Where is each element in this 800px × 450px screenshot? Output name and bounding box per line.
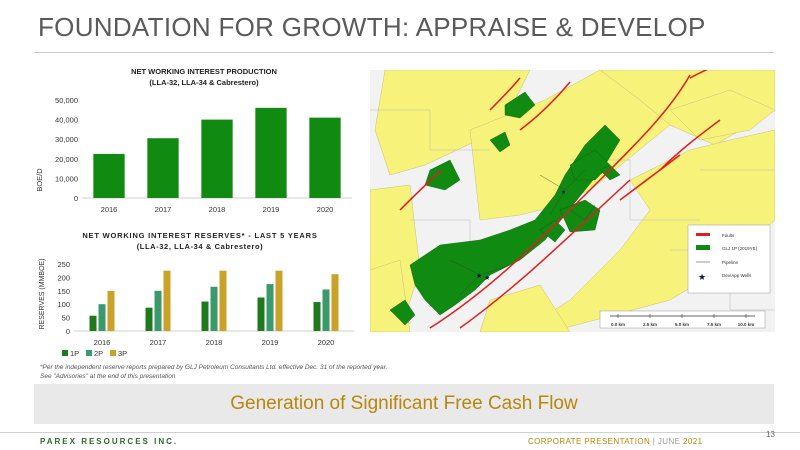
- banner-text: Generation of Significant Free Cash Flow: [230, 393, 578, 414]
- reserves-bar-1p: [89, 315, 97, 331]
- map-legend: Faults GLJ 1P (2019YE) Pipeline ★ Dev/Ap…: [687, 224, 771, 294]
- title-divider: [34, 52, 774, 53]
- reserves-y-tick: 100: [57, 300, 70, 309]
- svg-text:★: ★: [561, 189, 566, 196]
- reserves-bar-2p: [322, 289, 330, 331]
- production-y-axis-label: BOE/D: [35, 168, 44, 192]
- reserves-bar-2p: [210, 286, 218, 331]
- legend-faults: Faults: [722, 233, 735, 238]
- reserves-bar-3p: [219, 270, 227, 331]
- map-scale: 0.0 km 2.5 km 5.0 km 7.5 km 10.0 km: [599, 310, 766, 329]
- banner: Generation of Significant Free Cash Flow: [34, 384, 774, 424]
- legend-label-3p: 3P: [118, 349, 127, 358]
- production-y-tick: 50,000: [55, 96, 78, 105]
- production-chart: NET WORKING INTEREST PRODUCTION (LLA-32,…: [35, 67, 352, 214]
- reserves-chart-subtitle: (LLA-32, LLA-34 & Cabrestero): [137, 242, 264, 251]
- svg-text:★: ★: [484, 274, 490, 282]
- production-chart-subtitle: (LLA-32, LLA-34 & Cabrestero): [149, 78, 259, 87]
- production-chart-title: NET WORKING INTEREST PRODUCTION: [131, 67, 277, 76]
- brand-name: PAREX RESOURCES INC.: [40, 437, 179, 446]
- scale-label: 7.5 km: [707, 322, 721, 327]
- year-text: 2021: [683, 437, 703, 446]
- production-y-tick: 10,000: [55, 174, 78, 183]
- legend-swatch-3p: [110, 350, 116, 356]
- production-bar: [147, 138, 179, 198]
- production-x-tick: 2017: [155, 205, 172, 214]
- reserves-bar-2p: [98, 304, 106, 331]
- footnote: *Per the independent reserve reports pre…: [40, 363, 387, 381]
- legend-wells: Dev/App Wells: [722, 273, 752, 278]
- reserves-bar-1p: [201, 301, 209, 331]
- page-number: 13: [766, 430, 775, 439]
- separator: |: [652, 437, 656, 446]
- reserves-y-tick: 50: [62, 314, 70, 323]
- scale-label: 2.5 km: [643, 322, 657, 327]
- reserves-x-tick: 2016: [94, 338, 111, 347]
- svg-text:★: ★: [476, 272, 482, 280]
- reserves-bar-1p: [145, 307, 153, 331]
- reserves-x-tick: 2018: [206, 338, 223, 347]
- production-y-tick: 30,000: [55, 135, 78, 144]
- reserves-bar-1p: [313, 302, 321, 331]
- footer-divider: [0, 432, 800, 433]
- reserves-y-tick: 250: [57, 260, 70, 269]
- reserves-bar-3p: [275, 270, 283, 331]
- footnote-line-2: See "Advisories" at the end of this pres…: [40, 373, 176, 380]
- reserves-x-tick: 2017: [150, 338, 167, 347]
- legend-swatch-1p: [62, 350, 68, 356]
- production-axis: 0 10,000 20,000 30,000 40,000 50,000 2016 2017 2…: [55, 96, 352, 214]
- scale-label: 10.0 km: [738, 322, 755, 327]
- reserves-y-tick: 150: [57, 287, 70, 296]
- production-x-tick: 2016: [101, 205, 118, 214]
- production-bar: [255, 107, 287, 198]
- field-map-graphic: ★ ★ ★ Faults GLJ 1P (2019YE) Pipeline ★ …: [370, 70, 775, 332]
- production-y-tick: 40,000: [55, 116, 78, 125]
- reserves-bar-3p: [331, 274, 339, 331]
- production-bars: [93, 107, 341, 198]
- corporate-presentation-text: CORPORATE PRESENTATION: [528, 437, 651, 446]
- reserves-y-axis-label: RESERVES (MMBOE): [39, 258, 46, 329]
- reserves-bar-2p: [266, 284, 274, 331]
- scale-label: 5.0 km: [675, 322, 689, 327]
- reserves-bar-2p: [154, 290, 162, 331]
- reserves-bar-1p: [257, 297, 265, 331]
- month-text: JUNE: [657, 437, 681, 446]
- reserves-axis: 0 50 100 150 200 250 2016 2017 2018 2019 2020: [57, 260, 354, 347]
- production-bar: [93, 153, 125, 198]
- reserves-x-tick: 2019: [262, 338, 279, 347]
- reserves-bars: [89, 270, 339, 331]
- production-y-tick: 20,000: [55, 155, 78, 164]
- legend-label-1p: 1P: [70, 349, 79, 358]
- star-icon: ★: [698, 272, 706, 282]
- footnote-line-1: *Per the independent reserve reports pre…: [40, 364, 388, 371]
- reserves-y-tick: 0: [66, 327, 70, 336]
- page-title: FOUNDATION FOR GROWTH: APPRAISE & DEVELO…: [38, 12, 706, 42]
- scale-label: 0.0 km: [611, 322, 625, 327]
- field-map: ★ ★ ★ Faults GLJ 1P (2019YE) Pipeline ★ …: [370, 70, 775, 332]
- legend-pipeline: Pipeline: [722, 260, 739, 265]
- reserves-bar-3p: [107, 290, 115, 331]
- reserves-y-tick: 200: [57, 273, 70, 282]
- production-bar: [309, 117, 341, 198]
- production-x-tick: 2020: [317, 205, 334, 214]
- reserves-chart-title: NET WORKING INTEREST RESERVES* - LAST 5 …: [82, 231, 317, 240]
- production-x-tick: 2019: [263, 205, 280, 214]
- reserves-chart: NET WORKING INTEREST RESERVES* - LAST 5 …: [39, 231, 354, 358]
- production-y-tick: 0: [74, 194, 78, 203]
- reserves-bar-3p: [163, 270, 171, 331]
- production-bar: [201, 119, 233, 198]
- reserves-legend: 1P 2P 3P: [62, 349, 127, 358]
- legend-label-2p: 2P: [94, 349, 103, 358]
- legend-glj: GLJ 1P (2019YE): [722, 246, 758, 251]
- reserves-x-tick: 2020: [318, 338, 335, 347]
- production-x-tick: 2018: [209, 205, 226, 214]
- corporate-label: CORPORATE PRESENTATION | JUNE 2021: [528, 437, 702, 446]
- legend-swatch-2p: [86, 350, 92, 356]
